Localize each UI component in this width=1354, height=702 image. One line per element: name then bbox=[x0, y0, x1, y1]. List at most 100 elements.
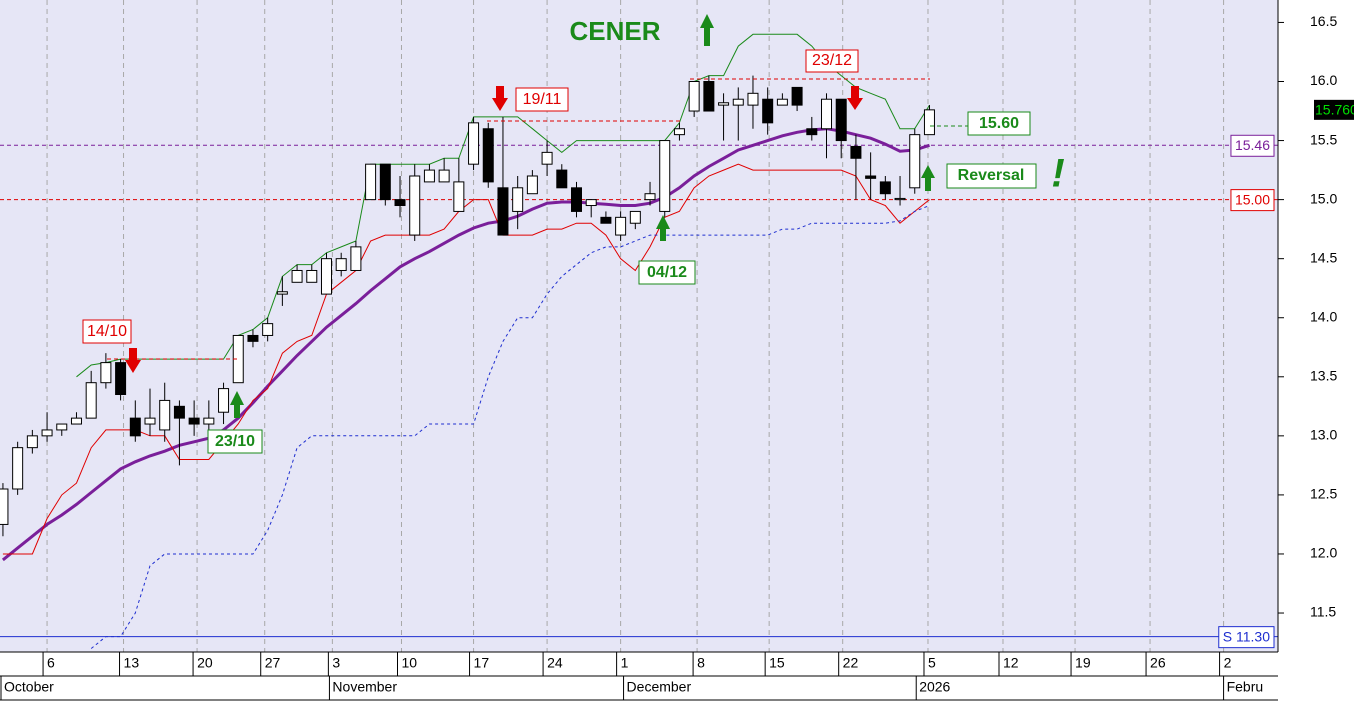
candle-body bbox=[556, 169, 568, 189]
y-tick-label: 16.5 bbox=[1310, 13, 1337, 29]
x-tick-label: 13 bbox=[124, 655, 140, 671]
candle-body bbox=[688, 81, 700, 112]
candle-body bbox=[379, 163, 391, 201]
candle-body bbox=[835, 98, 847, 142]
candle-body bbox=[247, 334, 259, 342]
candle-body bbox=[129, 417, 141, 437]
candle-body bbox=[629, 210, 641, 224]
annotation: 15.60 bbox=[979, 115, 1019, 132]
x-tick-label: 19 bbox=[1075, 655, 1091, 671]
level-label: 15.00 bbox=[1235, 191, 1270, 207]
level-box bbox=[1230, 134, 1275, 157]
candle-body bbox=[85, 382, 97, 419]
candle-body bbox=[115, 362, 127, 396]
candle-body bbox=[100, 362, 112, 384]
level-box bbox=[1230, 189, 1275, 212]
candle-body bbox=[600, 216, 612, 224]
candle-body bbox=[423, 169, 435, 183]
candle-body bbox=[909, 134, 921, 189]
candle-body bbox=[468, 122, 480, 165]
x-tick-label: 26 bbox=[1150, 655, 1166, 671]
candle-body bbox=[732, 98, 744, 106]
level-label: 15.46 bbox=[1235, 137, 1270, 153]
candle-body bbox=[409, 175, 421, 236]
x-tick-label: 12 bbox=[1003, 655, 1019, 671]
candle-body bbox=[218, 388, 230, 413]
candle-body bbox=[159, 399, 171, 431]
y-tick-label: 11.5 bbox=[1310, 604, 1336, 620]
down-arrow bbox=[125, 348, 141, 373]
last-price-tag: 15.76000 bbox=[1314, 99, 1354, 120]
x-tick-label: 20 bbox=[197, 655, 213, 671]
levels bbox=[0, 144, 1278, 638]
candle-body bbox=[762, 98, 774, 124]
candle-body bbox=[291, 269, 303, 283]
candle-body bbox=[659, 140, 671, 212]
candle-body bbox=[570, 187, 582, 212]
annotation: 23/10 bbox=[215, 433, 255, 450]
arrows bbox=[125, 14, 935, 418]
candle-body bbox=[776, 98, 788, 106]
annotation: ! bbox=[1051, 152, 1064, 196]
annotation-box bbox=[805, 49, 859, 73]
candle-body bbox=[203, 417, 215, 425]
up-arrow bbox=[656, 215, 670, 241]
x-tick-label: 2 bbox=[1224, 655, 1232, 671]
candle-body bbox=[394, 199, 406, 207]
level-tag: 15.00 bbox=[1230, 189, 1275, 212]
y-tick-label: 14.5 bbox=[1310, 249, 1337, 265]
candles bbox=[0, 75, 935, 537]
month-label: 2026 bbox=[919, 679, 950, 695]
annotation: Reversal bbox=[958, 167, 1025, 184]
x-tick-label: 10 bbox=[401, 655, 417, 671]
candle-body bbox=[276, 291, 288, 295]
down-arrow bbox=[492, 86, 508, 111]
candle-body bbox=[644, 193, 656, 201]
y-tick-label: 12.0 bbox=[1310, 545, 1337, 561]
annotation: 23/12 bbox=[812, 52, 852, 69]
annotation-box bbox=[967, 111, 1031, 136]
y-tick-label: 15.5 bbox=[1310, 131, 1337, 147]
indicator-line bbox=[90, 205, 930, 649]
candle-body bbox=[879, 181, 891, 195]
annotation: 14/10 bbox=[87, 323, 127, 340]
x-tick-label: 15 bbox=[769, 655, 785, 671]
candle-body bbox=[923, 109, 935, 136]
annotation: 19/11 bbox=[523, 91, 562, 108]
plot-background bbox=[0, 0, 1278, 652]
candle-body bbox=[0, 488, 9, 525]
candle-body bbox=[335, 258, 347, 271]
x-tick-label: 8 bbox=[697, 655, 705, 671]
indicator-line bbox=[2, 163, 930, 555]
indicator-line bbox=[76, 33, 930, 378]
candle-body bbox=[41, 429, 53, 437]
lines bbox=[1, 33, 930, 649]
y-tick-label: 13.5 bbox=[1310, 367, 1337, 383]
candle-body bbox=[821, 98, 833, 130]
y-tick-label: 14.0 bbox=[1310, 308, 1337, 324]
x-axis-background bbox=[0, 652, 1278, 702]
candle-body bbox=[865, 175, 877, 179]
level-label: S 11.30 bbox=[1223, 628, 1270, 644]
y-tick-label: 16.0 bbox=[1310, 72, 1337, 88]
month-label: December bbox=[627, 679, 692, 695]
candle-body bbox=[365, 163, 377, 201]
annotation-box bbox=[207, 429, 263, 454]
up-arrow bbox=[921, 165, 935, 191]
annotation-box bbox=[638, 260, 696, 285]
candle-body bbox=[512, 187, 524, 212]
candle-body bbox=[850, 145, 862, 159]
candle-body bbox=[12, 447, 24, 490]
candle-body bbox=[482, 128, 494, 183]
candle-body bbox=[262, 323, 274, 336]
candle-body bbox=[350, 246, 362, 271]
candle-body bbox=[173, 405, 185, 419]
month-label: October bbox=[4, 679, 54, 695]
candle-body bbox=[791, 86, 803, 106]
down-arrow bbox=[847, 86, 863, 110]
annotation-box bbox=[946, 163, 1037, 189]
candle-body bbox=[70, 417, 82, 425]
candle-body bbox=[306, 269, 318, 283]
